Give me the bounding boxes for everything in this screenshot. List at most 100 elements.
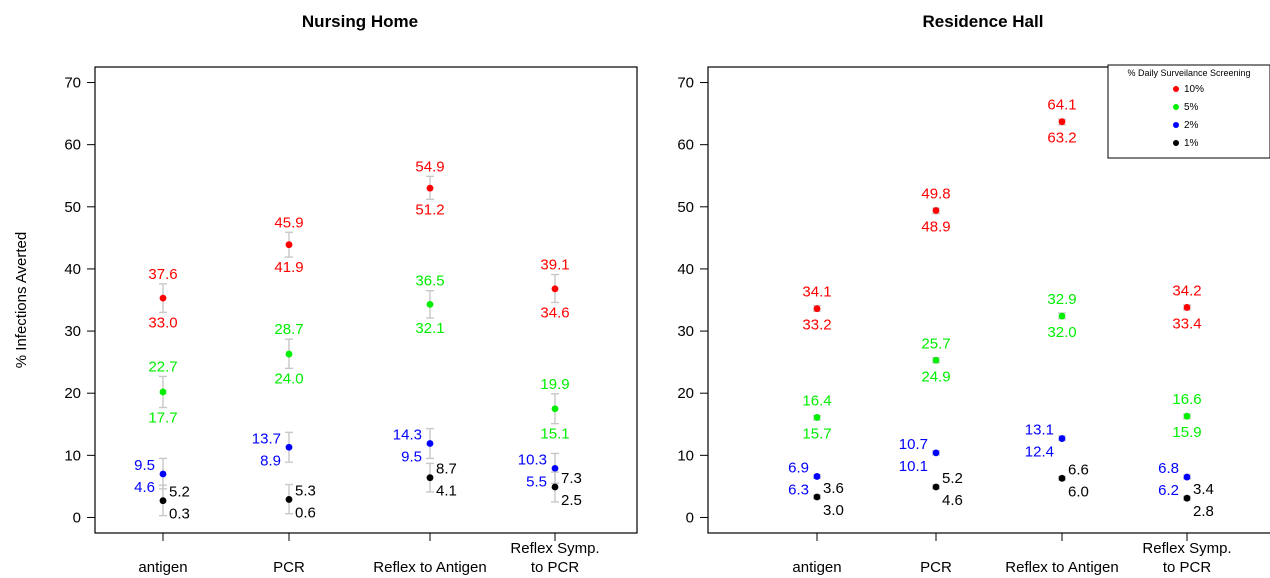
y-tick-label: 50 — [64, 199, 81, 216]
upper-label: 13.7 — [252, 430, 281, 447]
legend-marker — [1173, 86, 1179, 92]
y-axis-label: % Infections Averted — [13, 232, 30, 368]
x-tick-label: PCR — [273, 559, 305, 576]
lower-label: 41.9 — [274, 259, 303, 276]
upper-label: 54.9 — [415, 158, 444, 175]
upper-label: 22.7 — [148, 358, 177, 375]
x-tick-label: to PCR — [1163, 559, 1212, 576]
lower-label: 6.0 — [1068, 483, 1089, 500]
y-tick-label: 50 — [677, 199, 694, 216]
data-point-series-10pct — [159, 294, 167, 302]
data-point-series-5pct — [159, 388, 167, 396]
upper-label: 10.3 — [518, 451, 547, 468]
legend-entry: 5% — [1184, 102, 1199, 113]
y-tick-label: 70 — [64, 75, 81, 92]
upper-label: 6.9 — [788, 459, 809, 476]
lower-label: 12.4 — [1025, 444, 1054, 461]
data-point-series-10pct — [551, 285, 559, 293]
data-point-series-5pct — [1183, 412, 1191, 420]
data-point-series-2pct — [1058, 435, 1066, 442]
data-point-series-10pct — [1058, 118, 1066, 126]
lower-label: 0.3 — [169, 506, 190, 523]
lower-label: 51.2 — [415, 201, 444, 218]
upper-label: 45.9 — [274, 214, 303, 231]
y-tick-label: 20 — [677, 385, 694, 402]
lower-label: 6.2 — [1158, 482, 1179, 499]
y-tick-label: 0 — [686, 509, 694, 526]
data-point-series-1pct — [813, 493, 821, 501]
lower-label: 15.7 — [802, 425, 831, 442]
upper-label: 14.3 — [393, 427, 422, 444]
lower-label: 4.6 — [942, 492, 963, 509]
upper-label: 64.1 — [1047, 97, 1076, 114]
upper-label: 16.6 — [1172, 391, 1201, 408]
data-point-series-5pct — [426, 300, 434, 308]
lower-label: 48.9 — [921, 219, 950, 236]
data-point-series-2pct — [426, 440, 434, 447]
y-tick-label: 10 — [64, 447, 81, 464]
lower-label: 24.9 — [921, 368, 950, 385]
data-point-series-5pct — [285, 350, 293, 358]
y-tick-label: 70 — [677, 75, 694, 92]
x-tick-label: antigen — [792, 559, 841, 576]
data-point-series-2pct — [1183, 473, 1191, 481]
lower-label: 2.5 — [561, 492, 582, 509]
data-point-series-5pct — [932, 356, 940, 364]
legend-entry: 1% — [1184, 138, 1199, 149]
x-tick-label: Reflex Symp. — [510, 540, 599, 557]
legend-marker — [1173, 140, 1179, 146]
y-tick-label: 60 — [64, 137, 81, 154]
lower-label: 0.6 — [295, 504, 316, 521]
y-tick-label: 40 — [677, 261, 694, 278]
y-tick-label: 30 — [677, 323, 694, 340]
upper-label: 19.9 — [540, 376, 569, 393]
upper-label: 28.7 — [274, 321, 303, 338]
upper-label: 5.2 — [942, 470, 963, 487]
data-point-series-5pct — [813, 414, 821, 421]
upper-label: 5.2 — [169, 484, 190, 501]
chart-title-nursing-home: Nursing Home — [302, 12, 418, 31]
y-tick-label: 0 — [73, 509, 81, 526]
data-point-series-2pct — [813, 473, 821, 480]
lower-label: 3.0 — [823, 502, 844, 519]
data-point-series-10pct — [813, 305, 821, 313]
legend-title: % Daily Surveilance Screening — [1127, 68, 1250, 78]
upper-label: 16.4 — [802, 392, 831, 409]
data-point-series-10pct — [426, 184, 434, 192]
upper-label: 10.7 — [899, 436, 928, 453]
data-point-series-2pct — [285, 443, 293, 451]
lower-label: 33.0 — [148, 314, 177, 331]
y-tick-label: 20 — [64, 385, 81, 402]
lower-label: 5.5 — [526, 473, 547, 490]
upper-label: 6.8 — [1158, 460, 1179, 477]
plot-frame — [94, 66, 638, 534]
lower-label: 33.2 — [802, 317, 831, 334]
data-point-series-1pct — [1183, 494, 1191, 502]
data-point-series-1pct — [932, 483, 940, 491]
lower-label: 10.1 — [899, 458, 928, 475]
upper-label: 3.6 — [823, 480, 844, 497]
upper-label: 32.9 — [1047, 291, 1076, 308]
x-tick-label: to PCR — [531, 559, 580, 576]
data-point-series-2pct — [932, 449, 940, 457]
nursing-home-panel: Nursing Home % Infections Averted 0 10 20 30 4… — [13, 12, 638, 576]
upper-label: 49.8 — [921, 186, 950, 203]
x-tick-label: Reflex to Antigen — [373, 559, 486, 576]
lower-label: 4.6 — [134, 479, 155, 496]
lower-label: 8.9 — [260, 452, 281, 469]
upper-label: 36.5 — [415, 273, 444, 290]
upper-label: 34.2 — [1172, 282, 1201, 299]
lower-label: 15.1 — [540, 426, 569, 443]
legend-marker — [1173, 122, 1179, 128]
y-tick-label: 30 — [64, 323, 81, 340]
data-point-series-2pct — [551, 464, 559, 472]
data-point-series-1pct — [426, 474, 434, 482]
upper-label: 13.1 — [1025, 422, 1054, 439]
y-tick-label: 10 — [677, 447, 694, 464]
upper-label: 8.7 — [436, 461, 457, 478]
residence-hall-panel: Residence Hall 0 10 20 30 40 50 60 70 antigen PCR R… — [677, 12, 1270, 576]
legend-entry: 2% — [1184, 120, 1199, 131]
lower-label: 9.5 — [401, 449, 422, 466]
data-point-series-10pct — [1183, 304, 1191, 311]
